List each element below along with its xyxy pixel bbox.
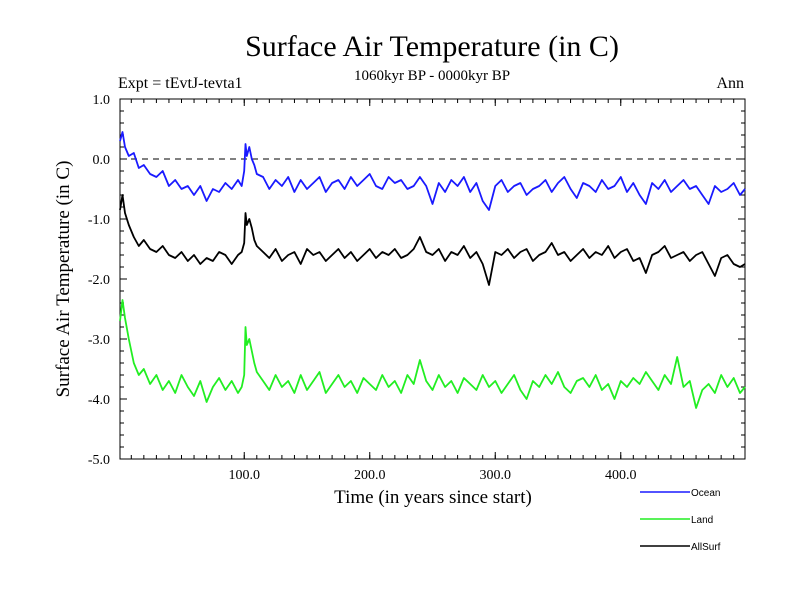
y-tick-label: 1.0 <box>93 93 111 108</box>
plot-area <box>119 98 746 460</box>
y-tick-label: 0.0 <box>93 153 111 168</box>
x-tick-label: 200.0 <box>354 468 386 483</box>
experiment-label: Expt = tEvtJ-tevta1 <box>118 75 243 92</box>
series-line-allsurf <box>119 194 746 286</box>
y-tick-label: -5.0 <box>88 453 110 468</box>
chart-subtitle: 1060kyr BP - 0000kyr BP <box>354 68 510 84</box>
x-axis-label: Time (in years since start) <box>334 487 532 508</box>
chart-title: Surface Air Temperature (in C) <box>245 30 619 63</box>
x-axis: 100.0 200.0 300.0 400.0 <box>130 99 735 483</box>
y-axis: 1.0 0.0 -1.0 -2.0 -3.0 -4.0 -5.0 <box>88 93 745 468</box>
y-tick-label: -4.0 <box>88 393 110 408</box>
x-tick-label: 300.0 <box>480 468 512 483</box>
y-tick-label: -3.0 <box>88 333 110 348</box>
series-group <box>119 131 746 409</box>
y-tick-label: -2.0 <box>88 273 110 288</box>
period-label: Ann <box>716 75 744 92</box>
legend-label-land: Land <box>691 515 713 526</box>
x-tick-label: 400.0 <box>605 468 637 483</box>
x-tick-label: 100.0 <box>228 468 260 483</box>
legend-label-allsurf: AllSurf <box>691 542 721 553</box>
y-axis-label: Surface Air Temperature (in C) <box>53 161 74 398</box>
legend: Ocean Land AllSurf <box>640 488 721 553</box>
series-line-ocean <box>119 131 746 211</box>
legend-label-ocean: Ocean <box>691 488 720 499</box>
y-tick-label: -1.0 <box>88 213 110 228</box>
series-line-land <box>119 299 746 409</box>
